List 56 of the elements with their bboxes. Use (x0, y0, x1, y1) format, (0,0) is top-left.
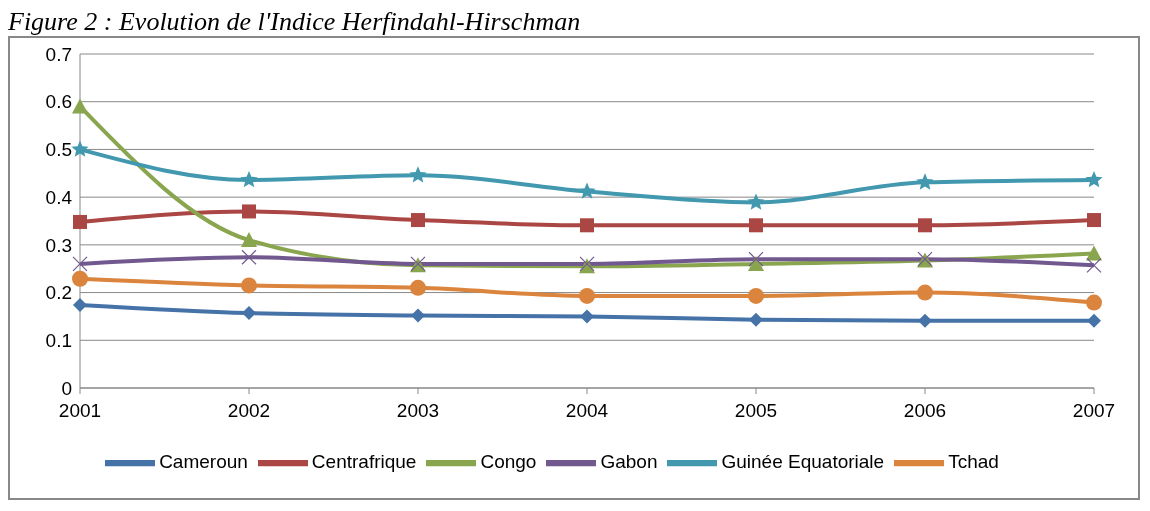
point (71, 140, 89, 157)
point (916, 173, 934, 190)
x-tick-label: 2002 (227, 400, 271, 422)
x-tick-label: 2003 (396, 400, 440, 422)
point (917, 284, 933, 301)
point (73, 214, 87, 229)
point (240, 170, 258, 188)
y-tick-label: 0.1 (45, 330, 72, 352)
y-tick-label: 0.2 (45, 282, 72, 304)
point (72, 98, 88, 114)
point (241, 249, 257, 265)
point (578, 182, 596, 199)
legend-label: Tchad (948, 451, 999, 473)
legend-label: Guinée Equatoriale (721, 451, 885, 473)
y-tick-label: 0.7 (45, 43, 72, 65)
point (1086, 294, 1102, 311)
point (918, 218, 932, 233)
legend-label: Cameroun (159, 451, 248, 473)
point (749, 218, 763, 233)
y-tick-label: 0 (61, 377, 72, 399)
point (409, 166, 427, 183)
point (748, 287, 764, 304)
point (411, 308, 425, 323)
y-tick-label: 0.6 (45, 91, 72, 113)
point (579, 287, 595, 304)
y-tick-label: 0.4 (45, 186, 73, 208)
point (241, 232, 257, 248)
point (748, 251, 764, 267)
x-tick-label: 2004 (565, 400, 609, 422)
point (918, 313, 932, 328)
x-tick-label: 2007 (1072, 400, 1116, 422)
point (72, 270, 88, 287)
point (241, 277, 257, 294)
point (73, 297, 87, 312)
point (1086, 257, 1102, 273)
point (1085, 170, 1103, 188)
chart-title: Figure 2 : Evolution de l'Indice Herfindahl-Hirschman (8, 7, 582, 36)
point (72, 256, 88, 272)
point (242, 306, 256, 321)
point (580, 218, 594, 233)
x-tick-label: 2001 (58, 400, 102, 422)
legend-label: Centrafrique (311, 451, 417, 473)
point (749, 312, 763, 327)
point (1087, 313, 1101, 328)
point (747, 193, 765, 210)
legend-label: Congo (480, 451, 537, 473)
x-tick-label: 2006 (903, 400, 947, 422)
point (580, 309, 594, 324)
point (411, 213, 425, 228)
y-tick-label: 0.5 (45, 139, 72, 161)
point (242, 204, 256, 219)
point (410, 279, 426, 296)
legend-label: Gabon (600, 451, 658, 473)
point (1087, 213, 1101, 228)
x-tick-label: 2005 (734, 400, 778, 422)
y-tick-label: 0.3 (45, 234, 72, 256)
